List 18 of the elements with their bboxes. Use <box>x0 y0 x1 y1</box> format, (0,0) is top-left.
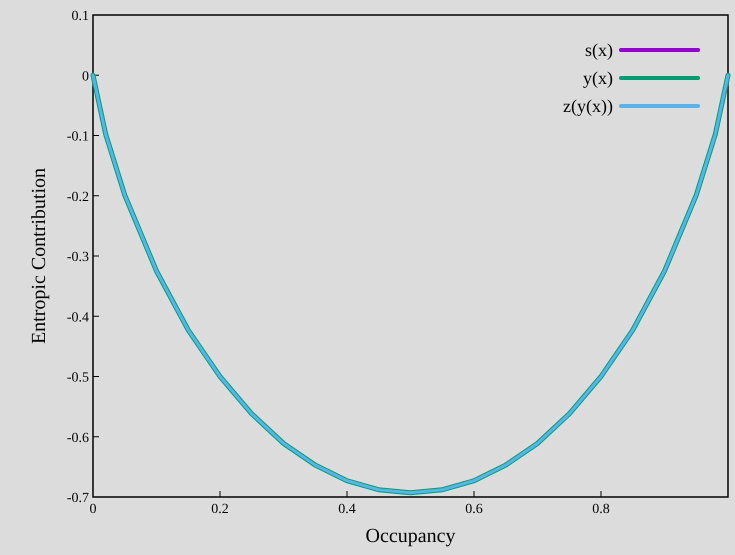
legend-label: y(x) <box>583 68 613 88</box>
y-tick-label: -0.3 <box>66 250 89 265</box>
legend-label: s(x) <box>585 40 613 60</box>
y-tick-label: -0.6 <box>66 430 89 446</box>
y-tick-label: -0.2 <box>66 190 89 205</box>
legend-label: z(y(x)) <box>563 96 614 116</box>
x-tick-label: 0.2 <box>211 502 229 517</box>
y-tick-label: -0.7 <box>66 491 89 506</box>
y-tick-label: -0.1 <box>66 130 89 144</box>
x-tick-label: 0.4 <box>338 502 356 517</box>
y-tick-label: -0.4 <box>66 310 89 326</box>
x-tick-label: 0.8 <box>592 502 610 517</box>
y-axis-title: Entropic Contribution <box>28 168 50 344</box>
x-tick-label: 0.6 <box>465 502 483 517</box>
x-axis-title: Occupancy <box>366 525 456 547</box>
y-tick-label: 0 <box>82 69 89 84</box>
y-tick-label: 0.1 <box>72 9 89 24</box>
y-tick-label: -0.5 <box>66 370 89 386</box>
